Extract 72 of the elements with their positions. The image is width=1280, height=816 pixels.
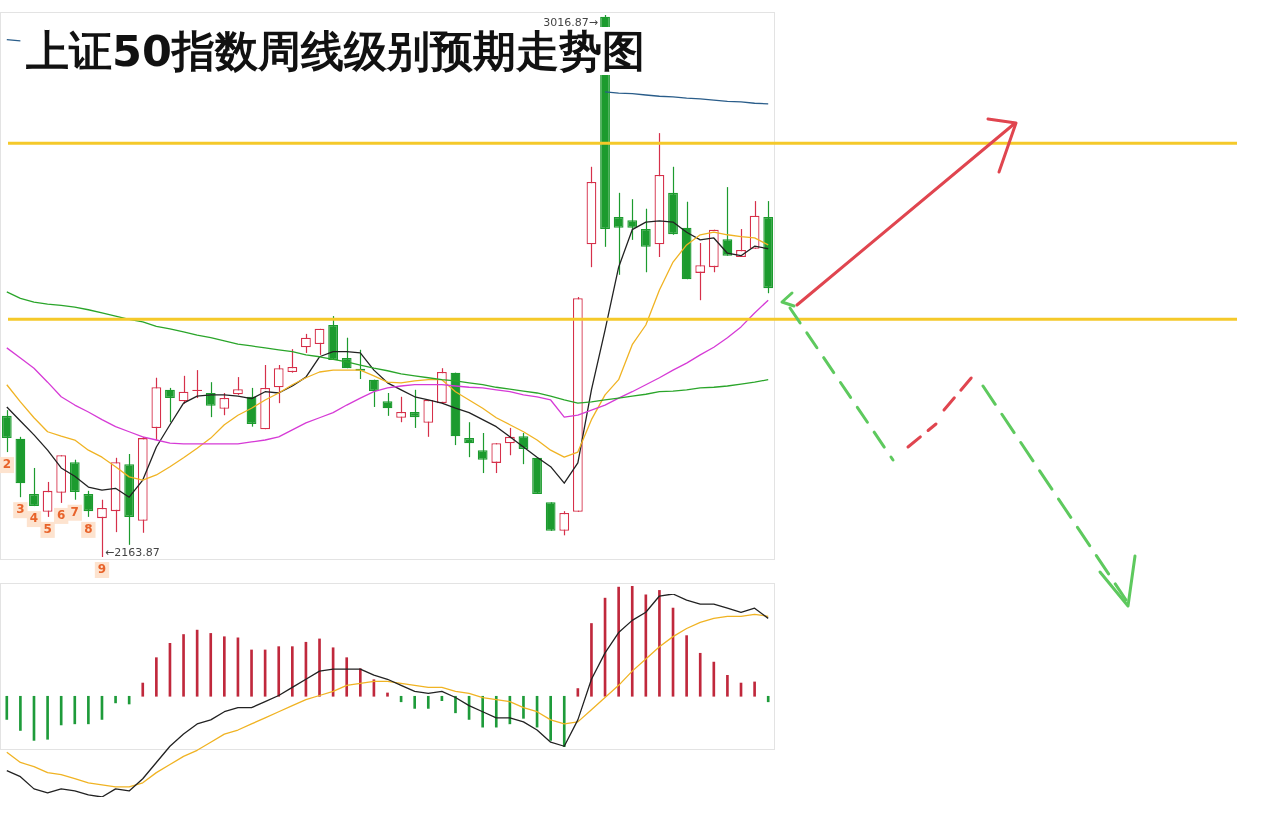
candlestick [1,409,12,453]
annotation: ←2163.87 [104,545,160,559]
bar [223,636,226,697]
text: 4 [29,511,39,526]
bar [250,649,253,697]
candlestick [83,490,94,518]
bar [318,638,321,697]
bar [685,635,688,697]
bar [726,674,729,697]
candlestick [301,333,311,354]
bar [413,695,417,709]
bar [549,695,552,741]
chart-title: 上证50指数周线级别预期走势图 [22,26,649,76]
bar [291,646,294,697]
bar [630,586,634,697]
candlestick [29,467,39,507]
bar [753,681,756,697]
bar [426,695,430,709]
bar [481,695,485,728]
candlestick [613,192,624,276]
bar [141,682,145,697]
bar [698,652,702,697]
candlestick [219,392,230,416]
bar [155,657,158,697]
bar [712,661,716,697]
candlestick [477,432,488,474]
bar [19,695,22,731]
bar [454,695,457,714]
candlestick [178,375,189,405]
text: 7 [70,504,79,519]
bar [73,695,77,725]
text: 2 [2,457,11,472]
candlestick [273,364,284,404]
bar [522,695,525,719]
bar [87,695,90,725]
candlestick [369,379,379,408]
bar [386,692,389,697]
bar [5,695,9,720]
candlestick [640,208,651,273]
candlestick [97,499,107,558]
bar [182,634,185,697]
candlestick [464,421,474,458]
text: 6 [57,508,66,523]
candlestick [559,510,570,536]
candlestick [396,396,406,423]
bar [345,657,349,697]
candlestick [42,481,53,518]
candlestick [287,348,298,374]
annotation: 3016.87→ [543,15,599,29]
text: 9 [97,562,107,577]
candlestick [409,389,420,429]
candlestick [491,442,502,474]
bar [562,695,566,747]
candlestick [627,198,638,241]
text: 5 [43,522,52,537]
text: 3 [16,502,25,517]
candlestick [423,399,434,438]
candlestick [165,387,175,423]
bar [658,590,661,697]
bar [59,695,63,726]
bar [209,633,213,697]
candlestick [518,432,529,465]
candlestick [695,242,706,301]
text: 8 [84,522,93,537]
bar [590,623,593,697]
candlestick [504,427,515,456]
bar [277,646,281,697]
bar [494,695,498,728]
bar [114,695,117,704]
bar [46,695,49,740]
bar [617,586,620,697]
bar [766,695,770,703]
